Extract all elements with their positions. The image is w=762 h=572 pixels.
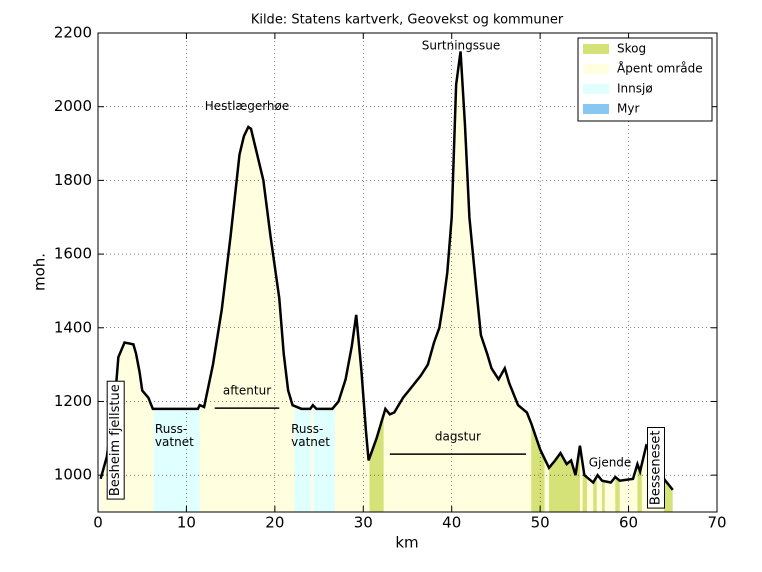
annotation: Besseneset bbox=[648, 430, 663, 505]
annotation-box bbox=[106, 380, 125, 500]
legend-swatch bbox=[583, 104, 609, 114]
plot-frame bbox=[97, 32, 718, 513]
x-tick-label: 10 bbox=[177, 514, 196, 532]
x-tick-label: 40 bbox=[442, 514, 461, 532]
y-tick-label: 1800 bbox=[54, 171, 92, 189]
legend-swatch bbox=[583, 84, 609, 94]
y-tick-label: 2000 bbox=[54, 97, 92, 115]
x-tick-label: 20 bbox=[265, 514, 284, 532]
annotation-box bbox=[646, 426, 665, 509]
y-axis-label: moh. bbox=[31, 253, 49, 291]
y-tick-label: 1600 bbox=[54, 245, 92, 263]
area-fill bbox=[100, 51, 673, 513]
annotation: Russ- bbox=[291, 422, 323, 436]
x-tick-label: 70 bbox=[707, 514, 726, 532]
x-tick-label: 60 bbox=[619, 514, 638, 532]
legend-swatch bbox=[583, 44, 609, 54]
x-tick-label: 0 bbox=[93, 514, 103, 532]
annotation: Besheim fjellstue bbox=[108, 384, 123, 496]
y-tick-label: 1200 bbox=[54, 392, 92, 410]
annotation: vatnet bbox=[155, 435, 194, 449]
chart-title: Kilde: Statens kartverk, Geovekst og kom… bbox=[251, 13, 564, 28]
x-tick-label: 50 bbox=[531, 514, 550, 532]
vertical-label: Besseneset bbox=[646, 426, 665, 509]
annotation: Surtningssue bbox=[422, 38, 501, 52]
annotation: Gjende bbox=[589, 455, 632, 469]
legend-label: Myr bbox=[617, 102, 639, 116]
legend-label: Skog bbox=[617, 42, 646, 56]
annotation: Hestlægerhøe bbox=[205, 99, 290, 113]
tour-label: aftentur bbox=[223, 384, 271, 398]
legend-label: Åpent område bbox=[617, 61, 703, 76]
x-axis-label: km bbox=[395, 534, 418, 552]
legend-swatch bbox=[583, 64, 609, 74]
y-tick-label: 2200 bbox=[54, 24, 92, 42]
vertical-label: Besheim fjellstue bbox=[106, 380, 125, 500]
y-tick-label: 1000 bbox=[54, 466, 92, 484]
y-tick-label: 1400 bbox=[54, 318, 92, 336]
annotation: Russ- bbox=[155, 422, 187, 436]
elevation-line bbox=[99, 51, 674, 491]
annotation: vatnet bbox=[291, 435, 330, 449]
legend-label: Innsjø bbox=[617, 82, 653, 96]
tour-label: dagstur bbox=[435, 430, 481, 444]
x-tick-label: 30 bbox=[354, 514, 373, 532]
